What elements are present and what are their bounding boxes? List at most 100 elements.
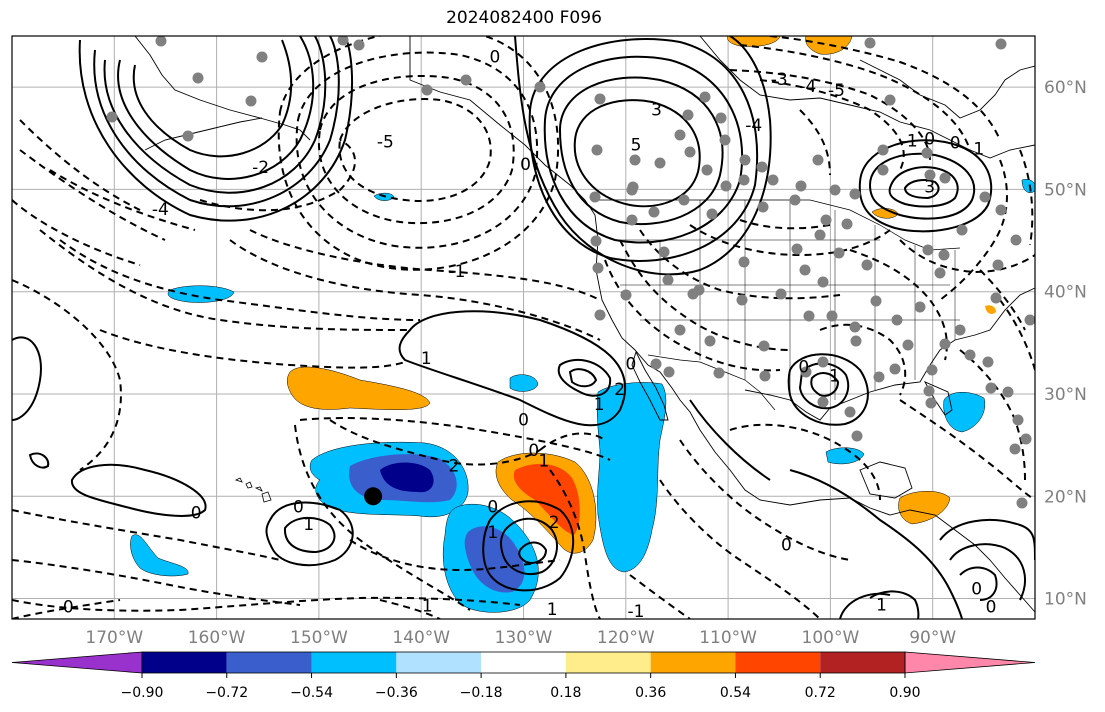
- colorbar-segment: [565, 652, 651, 673]
- contour-value-label: 1: [876, 596, 887, 616]
- station-dot: [715, 112, 727, 124]
- latitude-tick-label: 10°N: [1044, 590, 1087, 610]
- station-dot: [699, 91, 711, 103]
- station-dot: [719, 134, 731, 146]
- station-dot: [591, 144, 603, 156]
- station-dot: [891, 314, 903, 326]
- station-dot: [833, 247, 845, 259]
- station-dot: [939, 172, 951, 184]
- station-dot: [693, 284, 705, 296]
- station-dot: [861, 259, 873, 271]
- station-dot: [849, 188, 861, 200]
- station-dot: [674, 129, 686, 141]
- station-dot: [995, 38, 1007, 50]
- station-dot: [995, 204, 1007, 216]
- contour-value-label: 1: [421, 349, 432, 369]
- colorbar-labels: −0.90 −0.72 −0.54 −0.36 −0.18 0.18 0.36 0.54 0.7…: [121, 673, 921, 701]
- station-dot: [826, 310, 838, 322]
- latitude-tick-label: 30°N: [1044, 385, 1087, 405]
- contour-value-label: 0: [191, 504, 202, 524]
- station-dot: [775, 288, 787, 300]
- contour-value-label: -4: [799, 77, 816, 97]
- station-dot: [956, 224, 968, 236]
- station-dot: [648, 206, 660, 218]
- station-dot: [817, 356, 829, 368]
- station-dot: [1010, 234, 1022, 246]
- station-dot: [682, 109, 694, 121]
- station-dot: [589, 191, 601, 203]
- strong-negative-core: [380, 462, 434, 493]
- canada-outline: [699, 36, 1035, 159]
- station-dot: [534, 81, 546, 93]
- station-dot: [759, 370, 771, 382]
- station-dot: [663, 366, 675, 378]
- contour-value-label: -5: [828, 81, 845, 101]
- station-dot: [654, 157, 666, 169]
- station-dot: [701, 164, 713, 176]
- gulf-coast-outline: [744, 287, 1035, 421]
- contour-value-label: 2: [549, 513, 560, 533]
- station-dot: [1009, 443, 1021, 455]
- map-frame: [11, 35, 1036, 620]
- station-dot: [817, 276, 829, 288]
- negative-anomaly-region: [825, 447, 865, 465]
- station-dot: [992, 259, 1004, 271]
- station-dot: [877, 144, 889, 156]
- contour-value-label: 5: [631, 135, 642, 155]
- colorbar-segment: [142, 652, 227, 673]
- colorbar-max-extension: [904, 651, 1036, 674]
- contour-value-label: 0: [518, 411, 529, 431]
- contour-value-label: -1: [901, 131, 918, 151]
- station-dot: [337, 36, 349, 46]
- negative-contour-lines: [12, 36, 1035, 619]
- station-dot: [684, 146, 696, 158]
- coastlines: [134, 36, 1035, 613]
- hawaiian-islands: [234, 477, 272, 503]
- longitude-tick-label: 160°W: [188, 628, 246, 648]
- station-dot: [889, 363, 901, 375]
- station-dot: [902, 339, 914, 351]
- station-dot: [884, 94, 896, 106]
- colorbar-segment: [311, 652, 397, 673]
- station-dot: [938, 249, 950, 261]
- contour-value-label: 1: [422, 597, 433, 617]
- station-dot: [820, 214, 832, 226]
- contour-value-label: 2: [614, 380, 625, 400]
- station-dot: [814, 229, 826, 241]
- colorbar-segment: [226, 652, 312, 673]
- station-dot: [590, 235, 602, 247]
- florida-outline: [923, 381, 953, 416]
- station-dot: [738, 174, 750, 186]
- latitude-tick-label: 40°N: [1044, 283, 1087, 303]
- station-dot: [925, 397, 937, 409]
- contour-value-label: 0: [924, 129, 935, 149]
- contour-value-label: 1: [829, 367, 840, 387]
- station-dot: [767, 174, 779, 186]
- longitude-tick-label: 150°W: [290, 628, 348, 648]
- longitude-tick-label: 110°W: [699, 628, 757, 648]
- colorbar-tick-label: −0.54: [290, 685, 333, 701]
- contour-value-label: 3: [924, 177, 935, 197]
- station-dot: [594, 309, 606, 321]
- positive-anomaly-region: [985, 305, 996, 314]
- contour-value-label: -4: [745, 116, 762, 136]
- negative-anomaly-region: [130, 534, 189, 577]
- station-dot: [850, 335, 862, 347]
- station-dot: [1016, 497, 1028, 509]
- colorbar: [11, 651, 1036, 674]
- colorbar-tick-label: −0.18: [460, 685, 503, 701]
- contour-value-label: 2: [449, 457, 460, 477]
- storm-center-marker: [364, 487, 383, 506]
- station-dot: [789, 194, 801, 206]
- latitude-tick-label: 60°N: [1044, 78, 1087, 98]
- station-dot: [1012, 414, 1024, 426]
- station-dot: [870, 295, 882, 307]
- longitude-tick-label: 170°W: [85, 628, 143, 648]
- station-dot: [629, 154, 641, 166]
- contour-value-label: 0: [293, 497, 304, 517]
- station-dot: [1002, 386, 1014, 398]
- station-dot: [706, 208, 718, 220]
- longitude-tick-label: 130°W: [495, 628, 553, 648]
- station-dot: [849, 321, 861, 333]
- aleutian-islands: [144, 117, 263, 151]
